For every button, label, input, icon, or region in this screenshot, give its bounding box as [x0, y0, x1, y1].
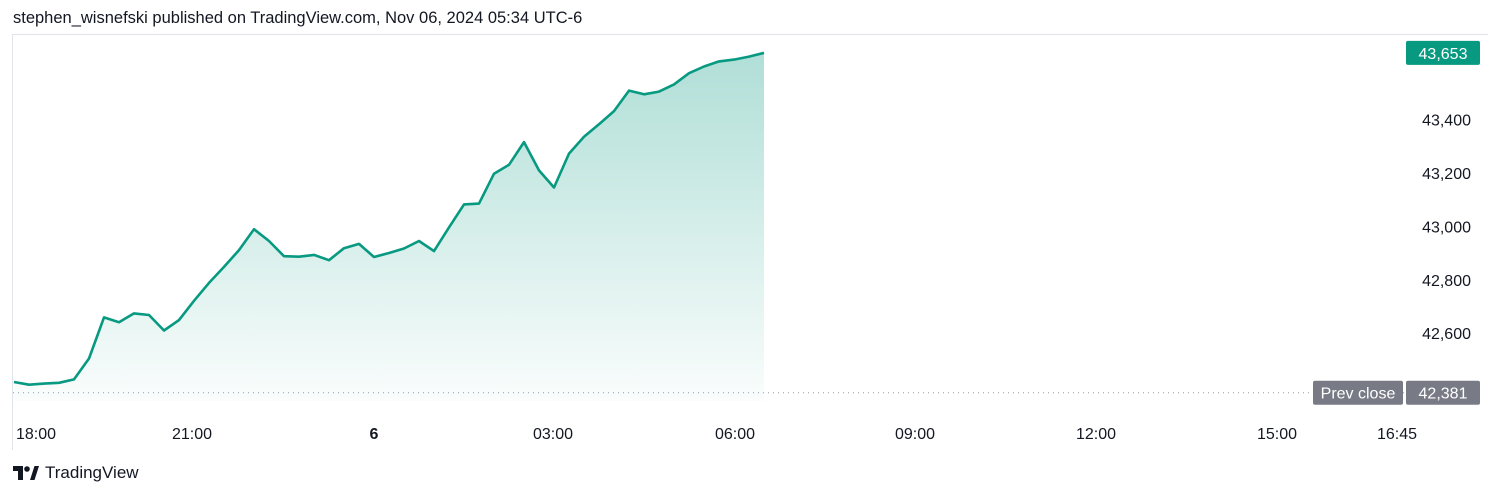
publish-info: stephen_wisnefski published on TradingVi… [13, 9, 583, 27]
prev-close-value: 42,381 [1419, 386, 1468, 403]
x-tick-label: 12:00 [1076, 426, 1116, 443]
x-tick-label: 09:00 [895, 426, 935, 443]
y-tick-label: 43,400 [1422, 112, 1471, 129]
last-price-badge [1406, 40, 1480, 65]
y-tick-label: 42,600 [1422, 326, 1471, 343]
x-tick-label: 18:00 [16, 426, 56, 443]
prev-close-value-badge [1406, 380, 1480, 405]
x-tick-label: 16:45 [1377, 426, 1417, 443]
y-tick-label: 42,800 [1422, 273, 1471, 290]
x-tick-label: 6 [370, 426, 379, 443]
price-area-fill [14, 52, 764, 402]
last-price-label: 43,653 [1419, 46, 1468, 63]
tradingview-brand: TradingView [45, 463, 139, 482]
prev-close-caption-badge [1313, 380, 1403, 405]
price-line[interactable] [13, 51, 765, 386]
x-tick-label: 03:00 [533, 426, 573, 443]
price-chart[interactable]: 42,40042,60042,80043,00043,20043,40018:0… [13, 35, 1489, 451]
tradingview-logo-icon [13, 466, 39, 480]
y-tick-label: 43,200 [1422, 166, 1471, 183]
prev-close-caption: Prev close [1321, 386, 1396, 403]
x-tick-label: 06:00 [715, 426, 755, 443]
y-tick-label: 43,000 [1422, 219, 1471, 236]
tradingview-footer[interactable]: TradingView [13, 462, 139, 484]
x-tick-label: 21:00 [172, 426, 212, 443]
chart-frame[interactable]: 42,40042,60042,80043,00043,20043,40018:0… [12, 34, 1488, 450]
x-tick-label: 15:00 [1257, 426, 1297, 443]
